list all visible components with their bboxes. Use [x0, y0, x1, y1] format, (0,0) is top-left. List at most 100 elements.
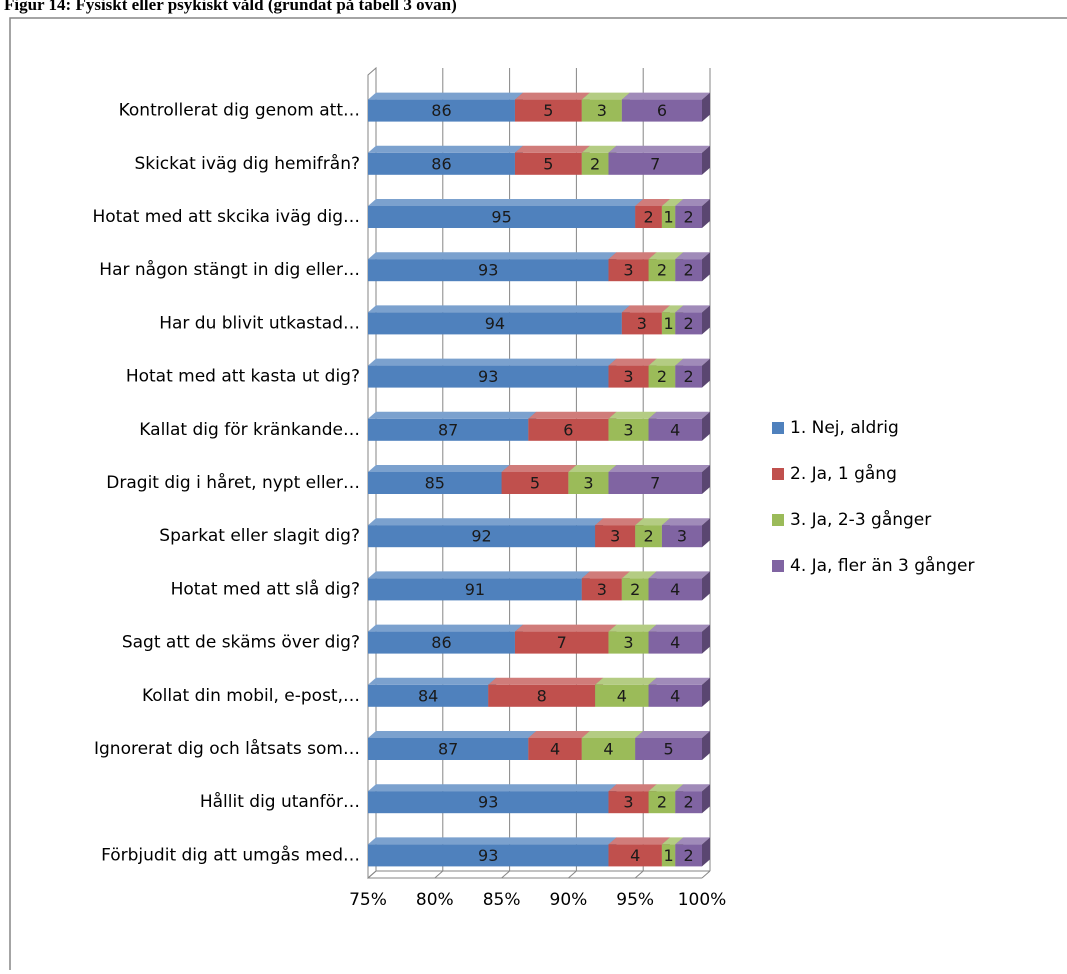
value-label: 2 [643, 527, 653, 546]
bar-top [368, 358, 617, 366]
bar-top [368, 305, 630, 313]
bar-top [661, 518, 710, 526]
bar-front [568, 472, 609, 494]
bar-side [702, 624, 710, 654]
value-label: 2 [684, 367, 694, 386]
bar-front [368, 206, 636, 228]
bar-front [368, 738, 529, 760]
category-label: Sparkat eller slagit dig? [159, 526, 360, 546]
value-label: 8 [537, 686, 547, 705]
bar-front [368, 152, 515, 175]
bar-front [501, 472, 569, 494]
bar-top [528, 731, 590, 738]
category-label: Ignorerat dig och låtsats som… [94, 738, 360, 759]
value-label: 7 [650, 474, 660, 493]
bar-top [608, 465, 710, 472]
bar-segment [635, 731, 710, 760]
bar-front [368, 259, 609, 282]
value-label: 2 [590, 154, 600, 173]
category-label: Kontrollerat dig genom att… [119, 101, 360, 121]
value-label: 4 [617, 686, 627, 705]
bar-top [648, 624, 710, 632]
bar-front [528, 738, 582, 760]
bar-top [368, 624, 523, 632]
value-label: 93 [478, 846, 498, 865]
value-label: 95 [491, 208, 511, 227]
bar-top [368, 199, 644, 206]
chart-title: Figur 14: Fysiskt eller psykiskt våld (g… [4, 0, 457, 14]
x-tick-label: 100% [678, 890, 727, 910]
bar-top [368, 571, 590, 579]
bar-top [368, 731, 537, 738]
bar-top [608, 624, 657, 632]
bar-segment [648, 677, 710, 707]
bar-top [368, 677, 497, 685]
bar-top [368, 411, 537, 419]
bar-front [608, 631, 649, 654]
bar-front [608, 365, 649, 388]
bar-top [581, 92, 630, 100]
value-label: 7 [650, 154, 660, 173]
value-label: 92 [471, 527, 491, 546]
bar-front [368, 578, 582, 601]
bar-side [702, 784, 710, 814]
bar-segment [368, 358, 617, 388]
bar-front [368, 365, 609, 388]
bar-front [661, 206, 676, 228]
bar-front [581, 152, 609, 175]
category-label: Har någon stängt in dig eller… [99, 259, 360, 280]
bar-top [635, 199, 670, 206]
bar-front [635, 206, 662, 228]
bar-top [568, 465, 617, 472]
bar-segment [368, 624, 523, 654]
x-tick-label: 80% [416, 890, 454, 910]
value-label: 5 [530, 474, 540, 493]
value-label: 91 [465, 580, 485, 599]
bar-segment [368, 145, 523, 175]
value-label: 84 [418, 686, 438, 705]
category-label: Sagt att de skäms över dig? [122, 633, 360, 653]
bar-segment [608, 465, 710, 494]
bar-top [675, 199, 710, 206]
bar-front [648, 365, 676, 388]
value-label: 3 [637, 314, 647, 333]
bar-side [702, 145, 710, 175]
value-label: 2 [643, 208, 653, 227]
value-label: 5 [543, 101, 553, 120]
value-label: 5 [543, 154, 553, 173]
bar-top [488, 677, 604, 685]
bar-front [368, 631, 515, 654]
x-tick-label: 75% [349, 890, 387, 910]
bar-front [368, 312, 622, 335]
value-label: 86 [431, 154, 451, 173]
bar-front [595, 684, 649, 707]
bar-front [368, 791, 609, 814]
value-label: 3 [677, 527, 687, 546]
x-tick-label: 90% [550, 890, 588, 910]
bar-top [675, 305, 710, 313]
legend-swatch [772, 560, 784, 572]
bar-side [702, 252, 710, 282]
bar-front [675, 259, 702, 282]
value-label: 2 [684, 208, 694, 227]
bar-top [368, 145, 523, 153]
x-tick-label: 85% [483, 890, 521, 910]
value-label: 2 [684, 261, 694, 280]
value-label: 3 [623, 633, 633, 652]
bar-top [595, 677, 657, 685]
bar-top [514, 92, 590, 100]
bar-side [702, 199, 710, 228]
value-label: 3 [597, 101, 607, 120]
bar-front [581, 738, 636, 760]
bar-front [621, 578, 649, 601]
tick-mark [501, 870, 510, 879]
legend-label: 4. Ja, fler än 3 gånger [790, 555, 974, 576]
bar-top [368, 465, 510, 472]
value-label: 2 [657, 793, 667, 812]
bar-segment [675, 199, 710, 228]
bar-front [608, 418, 649, 441]
bar-top [648, 358, 684, 366]
bar-top [675, 358, 710, 366]
bar-top [648, 252, 684, 260]
x-tick-label: 95% [616, 890, 654, 910]
